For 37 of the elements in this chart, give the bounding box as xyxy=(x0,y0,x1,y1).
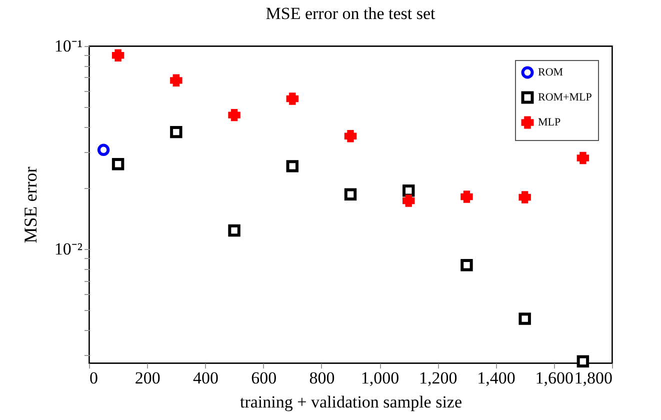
point xyxy=(112,49,124,62)
x-tick-label: 1,600 xyxy=(535,368,574,388)
x-tick-label: 1,000 xyxy=(360,368,400,388)
point xyxy=(576,152,590,164)
point xyxy=(518,191,531,204)
legend-label: ROM xyxy=(538,66,564,78)
x-axis-title: training + validation sample size xyxy=(240,392,462,412)
legend-label: ROM+MLP xyxy=(538,92,592,104)
x-tick-label: 1,800 xyxy=(574,368,612,388)
point xyxy=(286,160,298,172)
point xyxy=(460,190,473,203)
x-tick-label: 600 xyxy=(251,368,277,388)
y-axis-title: MSE error xyxy=(20,166,40,244)
point xyxy=(170,74,182,87)
point xyxy=(518,312,531,325)
x-tick-label: 200 xyxy=(134,368,160,388)
legend-label: MLP xyxy=(538,116,561,128)
x-tick-label: 1,400 xyxy=(477,368,516,388)
point xyxy=(97,144,110,156)
point xyxy=(576,355,590,368)
y-tick-label: 10⁻¹ xyxy=(54,36,82,56)
x-tick-label: 1,200 xyxy=(419,368,458,388)
point xyxy=(344,130,357,142)
point xyxy=(228,224,240,237)
point xyxy=(344,188,357,200)
point xyxy=(402,184,415,197)
point xyxy=(402,194,415,207)
point xyxy=(228,108,240,122)
x-tick-label: 400 xyxy=(192,368,218,388)
chart-title: MSE error on the test set xyxy=(266,4,436,23)
point xyxy=(170,126,182,138)
x-tick-label: 0 xyxy=(90,368,98,388)
x-tick-label: 800 xyxy=(309,368,335,388)
point xyxy=(112,158,124,170)
point xyxy=(286,92,298,105)
y-tick-label: 10⁻² xyxy=(54,240,82,259)
point xyxy=(460,259,473,272)
